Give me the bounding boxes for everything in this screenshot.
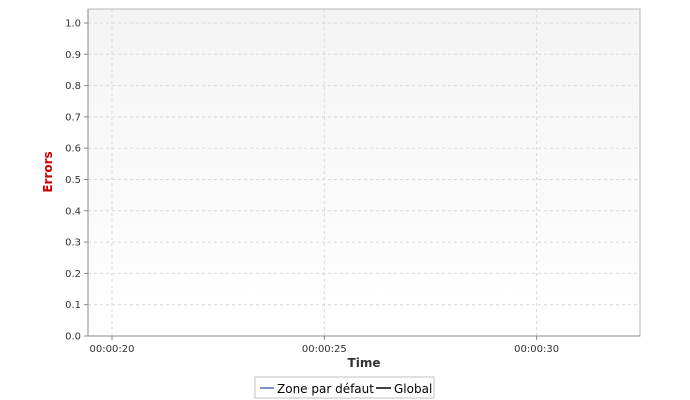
- legend: Zone par défaut Global: [254, 376, 435, 399]
- y-tick-label: 0.5: [65, 175, 81, 186]
- y-tick-label: 0.0: [65, 332, 81, 343]
- legend-label-global: Global: [394, 382, 432, 396]
- legend-label-zone-par-defaut: Zone par défaut: [277, 382, 374, 396]
- y-tick-label: 0.7: [65, 112, 81, 123]
- y-tick-label: 0.8: [65, 81, 81, 92]
- y-tick-label: 0.1: [65, 300, 81, 311]
- y-tick-label: 0.6: [65, 144, 81, 155]
- x-axis-ticks: 00:00:20 00:00:25 00:00:30: [90, 336, 559, 355]
- legend-box: [254, 376, 435, 399]
- x-axis-title: Time: [348, 356, 381, 370]
- y-tick-label: 0.3: [65, 238, 81, 249]
- plot-area: [87, 8, 641, 337]
- y-axis-title: Errors: [41, 151, 55, 192]
- y-tick-label: 0.9: [65, 50, 81, 61]
- x-tick-label: 00:00:20: [90, 344, 135, 355]
- y-tick-label: 1.0: [65, 19, 81, 30]
- y-tick-label: 0.4: [65, 206, 81, 217]
- x-gridlines: [111, 9, 538, 336]
- x-tick-label: 00:00:30: [514, 344, 559, 355]
- x-tick-label: 00:00:25: [302, 344, 347, 355]
- y-axis-ticks: 0.0 0.1 0.2 0.3 0.4 0.5 0.6 0.7 0.8 0.9 1.0: [65, 19, 88, 343]
- y-gridlines: [88, 22, 640, 306]
- y-tick-label: 0.2: [65, 269, 81, 280]
